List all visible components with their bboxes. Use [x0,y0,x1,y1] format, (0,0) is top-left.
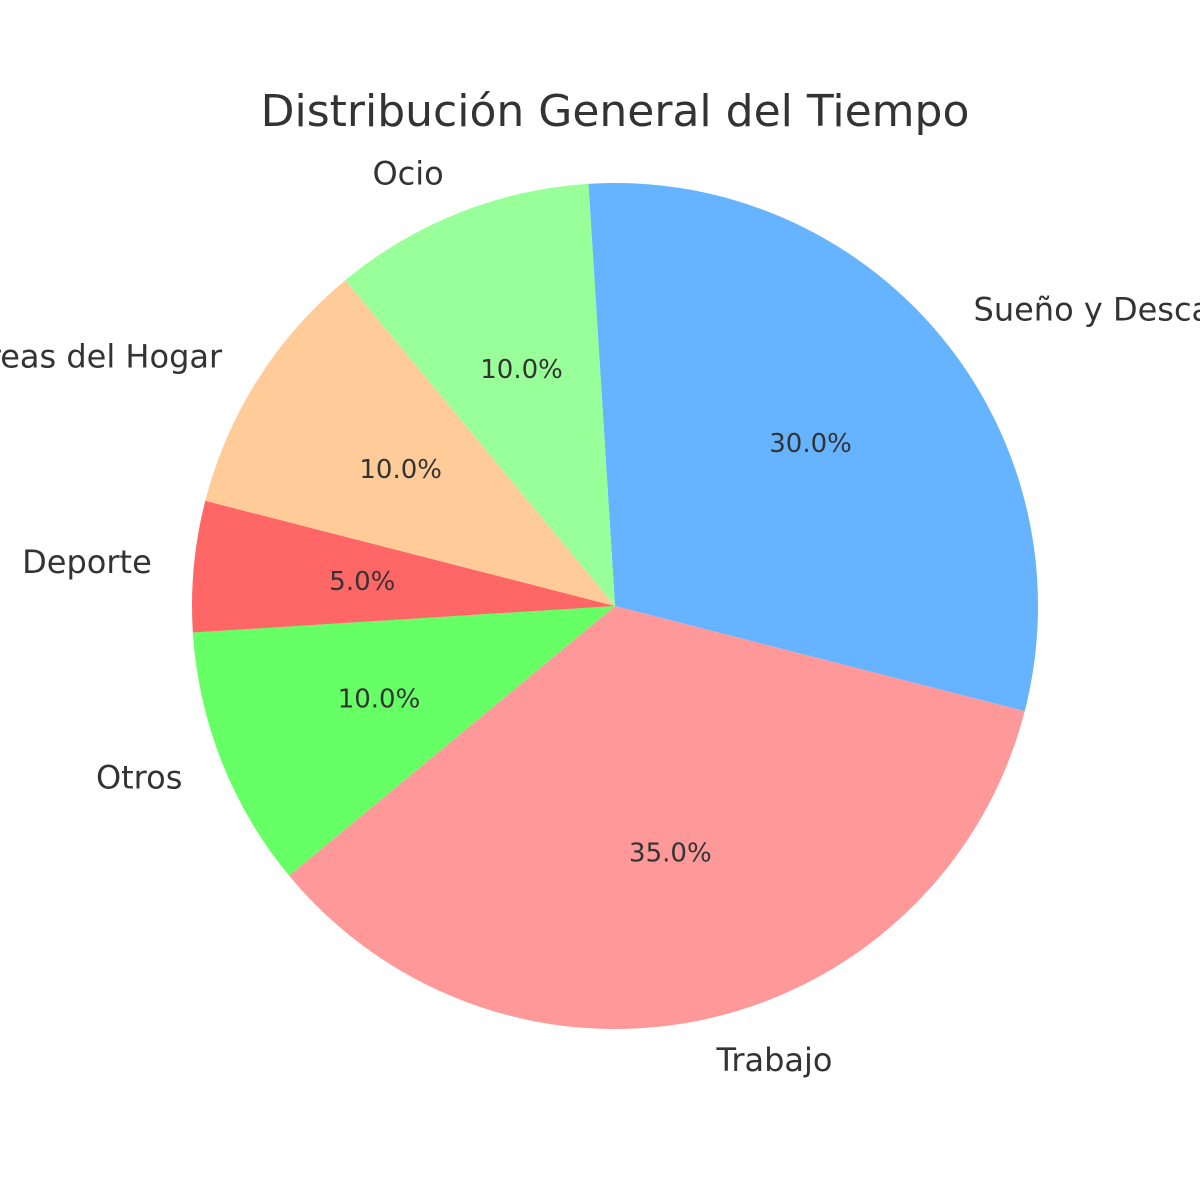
slice-percent-sueno-y-descanso: 30.0% [769,429,852,459]
slice-label-otros: Otros [96,758,182,796]
pie-slice-otros [192,606,615,876]
slice-label-sueno-y-descanso: Sueño y Descanso [974,290,1200,328]
chart-title: Distribución General del Tiempo [261,86,970,137]
slice-label-deporte: Deporte [22,543,152,581]
slice-percent-tareas-del-hogar: 10.0% [359,455,442,485]
pie-slice-sueno-y-descanso [588,183,1039,712]
pie-slice-tareas-del-hogar [205,280,616,606]
pie-slice-trabajo [289,606,1025,1029]
pie-slice-deporte [191,500,615,633]
slice-label-ocio: Ocio [372,154,443,192]
labels-layer: Sueño y Descanso 30.0% Trabajo 35.0% Otros 10… [0,154,1200,1079]
pie-slice-ocio [345,183,615,606]
slice-label-tareas-del-hogar: Tareas del Hogar [0,338,223,376]
slice-percent-otros: 10.0% [338,684,421,714]
slice-label-trabajo: Trabajo [716,1041,833,1079]
slice-percent-ocio: 10.0% [480,355,563,385]
slice-percent-trabajo: 35.0% [629,839,712,869]
slices-layer [191,183,1039,1029]
slice-percent-deporte: 5.0% [329,567,395,597]
